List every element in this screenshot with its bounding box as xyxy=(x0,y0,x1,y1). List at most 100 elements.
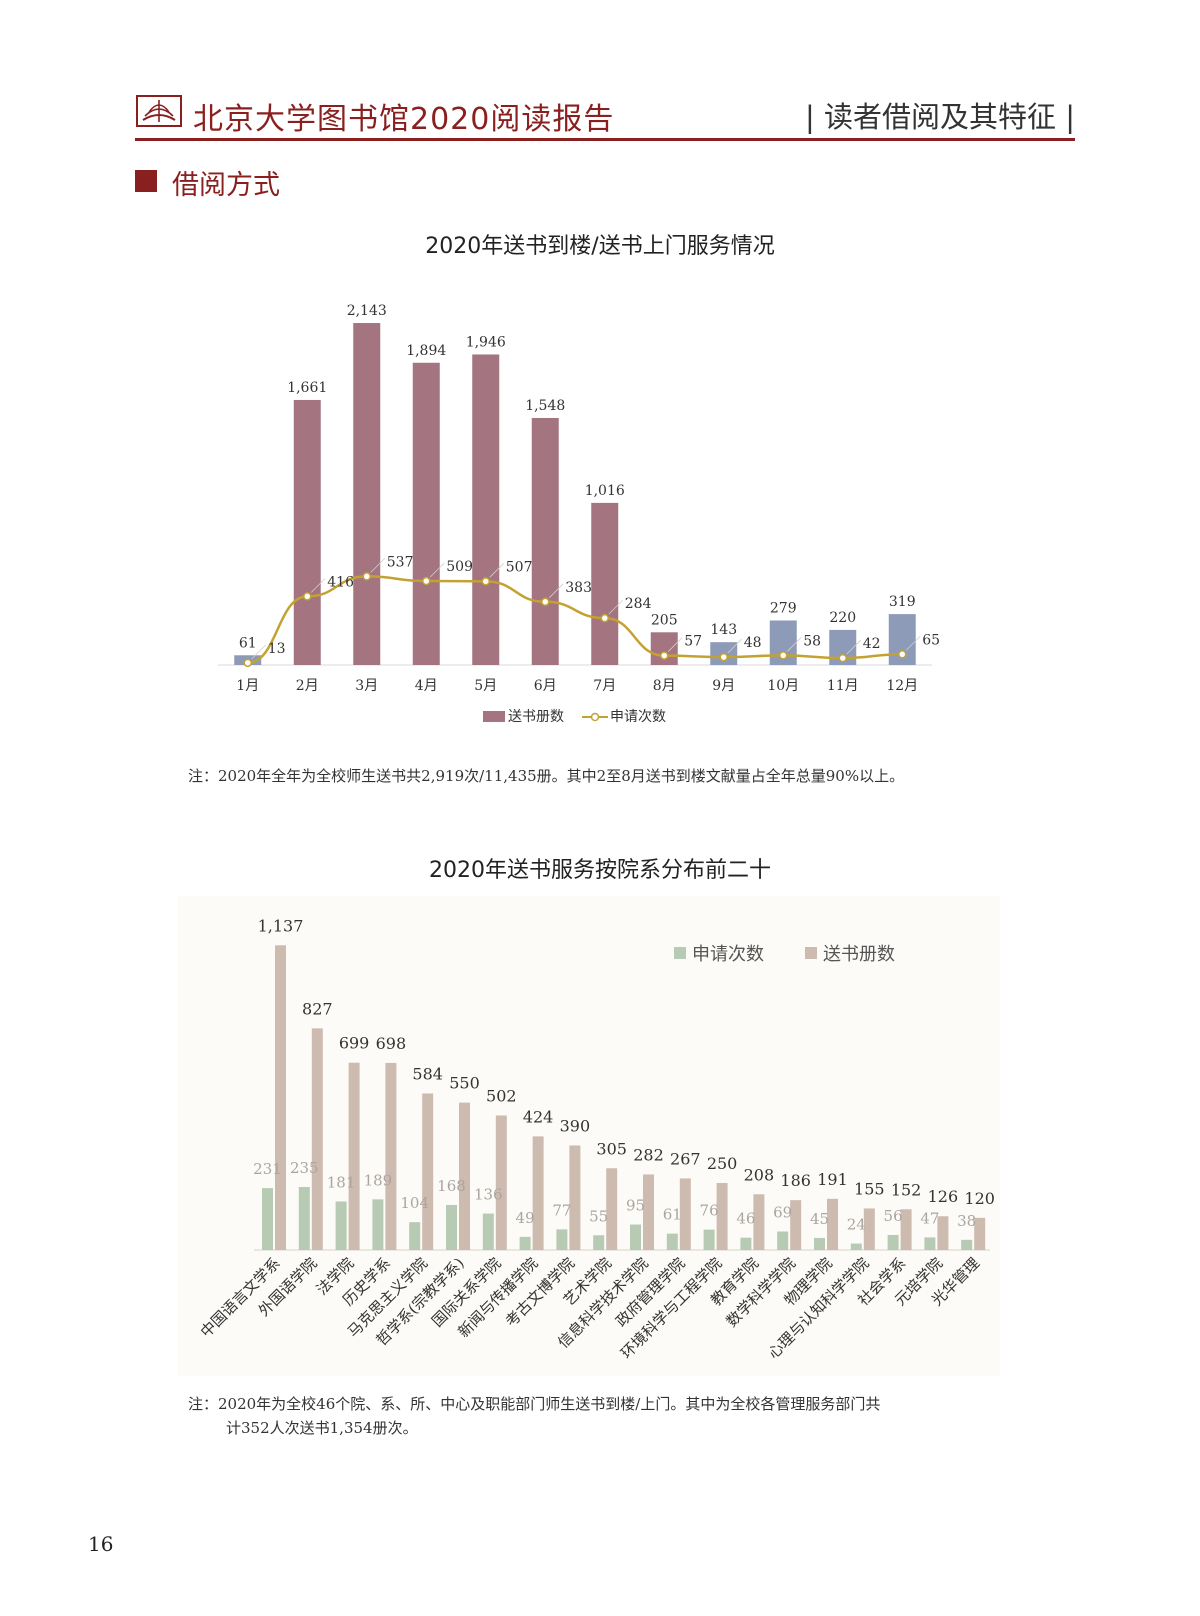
chart2-applications-label: 76 xyxy=(700,1202,719,1220)
chart1-x-tick-label: 3月 xyxy=(355,678,378,694)
chart1-line-label: 57 xyxy=(684,634,702,650)
chart1-line-point xyxy=(600,613,609,623)
chart2-bar-books xyxy=(422,1093,434,1250)
chart2-bar-applications xyxy=(519,1236,531,1250)
chart2-bar-books xyxy=(275,945,286,1250)
chart1-line-point xyxy=(898,650,907,659)
chart1-line-label: 42 xyxy=(863,636,881,652)
chart2-applications-label: 24 xyxy=(847,1216,866,1234)
chart2-books-label: 827 xyxy=(302,999,333,1018)
chart2-bar-applications xyxy=(961,1239,973,1250)
chart1-line-leader xyxy=(370,558,386,573)
chart2-bar-applications xyxy=(298,1187,310,1250)
chart1-line-point xyxy=(422,576,431,586)
chart2-books-label: 155 xyxy=(854,1179,885,1198)
chart2-bar-applications xyxy=(740,1237,752,1250)
chart2-applications-label: 55 xyxy=(589,1207,608,1225)
chart1-line-leader xyxy=(608,599,624,615)
chart2-legend-applications-label: 申请次数 xyxy=(692,944,764,965)
chart1-line-label: 65 xyxy=(922,632,940,648)
chart1-x-tick-label: 6月 xyxy=(534,678,557,694)
chart2-books-label: 698 xyxy=(376,1034,407,1053)
chart2-note-line2: 计352人次送书1,354册次。 xyxy=(226,1419,418,1437)
chart2-bar-books xyxy=(459,1102,470,1250)
chart2-bar-applications xyxy=(482,1213,494,1250)
chart1-bar-label: 143 xyxy=(710,622,737,638)
chart2-bar-books xyxy=(348,1062,360,1250)
section-title: 借阅方式 xyxy=(172,170,280,201)
chart2-applications-label: 136 xyxy=(474,1186,503,1204)
chart2-books-label: 424 xyxy=(523,1107,554,1126)
chart2-bar-applications xyxy=(850,1243,862,1250)
chart1-line-point xyxy=(541,597,550,607)
chart1-line-leader xyxy=(429,562,445,578)
chart2-legend-books-label: 送书册数 xyxy=(823,944,895,965)
header-divider xyxy=(135,138,1075,141)
chart2-applications-label: 77 xyxy=(552,1201,571,1219)
chart2-note-line1: 注：2020年为全校46个院、系、所、中心及职能部门师生送书到楼/上门。其中为全… xyxy=(188,1395,881,1413)
chart2-bar-books xyxy=(937,1216,949,1250)
chart2-books-label: 152 xyxy=(891,1180,922,1199)
chart2-applications-label: 235 xyxy=(290,1159,319,1177)
chart2-bar-books xyxy=(569,1145,581,1250)
chart2-books-label: 267 xyxy=(670,1149,701,1168)
chart1-line-point xyxy=(362,572,371,581)
chart2-bar-applications xyxy=(703,1229,715,1250)
chart1-note: 注：2020年全年为全校师生送书共2,919次/11,435册。其中2至8月送书… xyxy=(188,767,905,785)
chart2-applications-label: 49 xyxy=(516,1209,535,1227)
chart1-line-point xyxy=(243,658,252,668)
library-logo-icon xyxy=(136,95,182,127)
chart1-line-leader xyxy=(310,578,326,593)
chart1-monthly-delivery: 61 1月 1,661 2月 2,143 3月 1,894 4月 1,946 5月 1,548 6月 1… xyxy=(218,303,940,725)
report-title: 北京大学图书馆2020阅读报告 xyxy=(193,102,615,137)
chart1-line-leader xyxy=(786,637,802,652)
chart2-bar-applications xyxy=(887,1234,899,1250)
chart1-x-tick-label: 11月 xyxy=(827,678,859,694)
chart2-applications-label: 61 xyxy=(663,1206,682,1224)
chart2-books-label: 305 xyxy=(596,1139,627,1158)
chart2-applications-label: 69 xyxy=(773,1204,792,1222)
chart2-applications-label: 38 xyxy=(957,1212,976,1230)
chart1-bar-label: 1,016 xyxy=(585,483,625,499)
chart1-x-tick-label: 8月 xyxy=(653,678,676,694)
chart2-applications-label: 189 xyxy=(364,1171,393,1189)
chart2-bar-books xyxy=(385,1062,397,1250)
chart1-line-leader xyxy=(489,563,505,578)
chart2-bar-applications xyxy=(262,1188,273,1250)
chart2-books-label: 1,137 xyxy=(258,916,304,935)
chart1-bar-label: 220 xyxy=(829,610,856,626)
chart1-line-label: 507 xyxy=(506,559,533,575)
chart1-x-tick-label: 9月 xyxy=(712,678,735,694)
chart1-x-tick-label: 5月 xyxy=(474,678,497,694)
chart1-bar-label: 205 xyxy=(651,612,678,628)
chart2-books-label: 502 xyxy=(486,1086,517,1105)
chart1-x-tick-label: 2月 xyxy=(296,678,319,694)
chart2-bar-books xyxy=(311,1028,323,1250)
chart2-applications-label: 56 xyxy=(884,1207,903,1225)
chart2-bar-books xyxy=(643,1174,654,1250)
chart1-line-leader xyxy=(905,635,921,651)
chart1-line-point xyxy=(303,592,312,601)
chart2-books-label: 250 xyxy=(707,1154,738,1173)
chart2-bar-applications xyxy=(446,1204,457,1250)
chart2-bar-books xyxy=(753,1194,765,1250)
chart2-bar-applications xyxy=(924,1237,936,1250)
chart1-line-label: 416 xyxy=(327,574,354,590)
chart1-line-leader xyxy=(727,638,743,654)
chart2-applications-label: 95 xyxy=(626,1197,645,1215)
chart2-bar-books xyxy=(900,1209,912,1250)
chart1-line-point xyxy=(481,577,490,586)
chart2-bar-books xyxy=(606,1168,618,1250)
chart2-books-label: 390 xyxy=(560,1116,591,1135)
chart1-bar-label: 61 xyxy=(239,635,257,651)
chart2-legend-applications-swatch xyxy=(674,947,686,959)
chart2-legend-books-swatch xyxy=(805,947,817,959)
chart1-line-label: 383 xyxy=(565,580,592,596)
chart2-books-label: 550 xyxy=(449,1074,480,1093)
chart1-line-leader xyxy=(251,644,267,660)
chart2-applications-label: 46 xyxy=(736,1210,755,1228)
chart2-bar-books xyxy=(974,1217,986,1250)
chart2-bar-books xyxy=(716,1183,728,1250)
chart1-line-leader xyxy=(846,639,862,655)
chart1-x-tick-label: 7月 xyxy=(593,678,616,694)
